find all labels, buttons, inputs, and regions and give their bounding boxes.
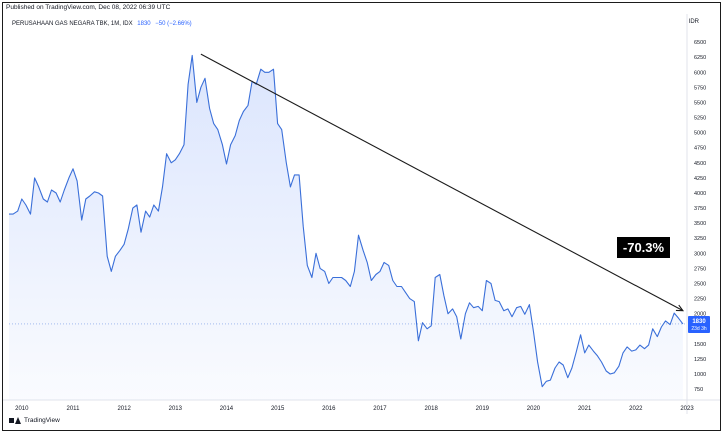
tradingview-brand: TradingView [24,417,60,424]
y-tick-label: 1000 [694,372,706,378]
y-tick-label: 6500 [694,40,706,46]
currency-label: IDR [688,19,699,25]
x-tick-label: 2021 [578,406,592,412]
y-tick-label: 5000 [694,131,706,137]
y-tick-label: 6000 [694,70,706,76]
x-tick-label: 2019 [476,406,490,412]
y-tick-label: 3000 [694,251,706,257]
y-tick-label: 2000 [694,312,706,318]
y-tick-label: 4750 [694,146,706,152]
last-price-badge-countdown: 23d 3h [691,326,707,332]
y-tick-label: 2750 [694,266,706,272]
x-tick-label: 2013 [169,406,183,412]
symbol-title: PERUSAHAAN GAS NEGARA TBK, 1M, IDX [12,21,133,27]
y-tick-label: 2500 [694,282,706,288]
x-tick-label: 2014 [220,406,234,412]
published-caption: Published on TradingView.com, Dec 08, 20… [6,4,171,11]
x-tick-label: 2012 [117,406,131,412]
tradingview-logo: TradingView [9,417,60,424]
y-tick-label: 5750 [694,85,706,91]
x-tick-label: 2023 [680,406,694,412]
x-tick-label: 2016 [322,406,336,412]
y-tick-label: 2250 [694,297,706,303]
area-fill [9,55,683,401]
y-tick-label: 1500 [694,342,706,348]
trend-arrow-line [200,53,684,312]
y-tick-label: 750 [694,387,703,393]
y-tick-label: 6250 [694,55,706,61]
trend-arrowhead [675,304,685,312]
symbol-price: 1830 [137,21,151,27]
y-tick-label: 1250 [694,357,706,363]
x-tick-label: 2011 [67,406,81,412]
x-tick-label: 2018 [424,406,438,412]
y-tick-label: 3500 [694,221,706,227]
last-price-badge [688,315,710,333]
y-tick-label: 3750 [694,206,706,212]
last-price-badge-value: 1830 [692,319,706,325]
y-tick-label: 5250 [694,116,706,122]
y-tick-label: 4500 [694,161,706,167]
x-tick-label: 2010 [15,406,29,412]
x-tick-label: 2017 [373,406,387,412]
symbol-legend: PERUSAHAAN GAS NEGARA TBK, 1M, IDX 1830 … [12,21,192,27]
x-tick-label: 2020 [527,406,541,412]
y-tick-label: 4250 [694,176,706,182]
y-tick-label: 3250 [694,236,706,242]
y-tick-label: 4000 [694,191,706,197]
annotation-label: -70.3% [623,240,665,255]
x-tick-label: 2015 [271,406,285,412]
annotation-box [617,237,670,258]
symbol-change: −50 (−2.66%) [155,21,192,27]
tradingview-icon [9,417,21,424]
y-tick-label: 5500 [694,100,706,106]
price-line [9,54,684,388]
x-tick-label: 2022 [629,406,643,412]
